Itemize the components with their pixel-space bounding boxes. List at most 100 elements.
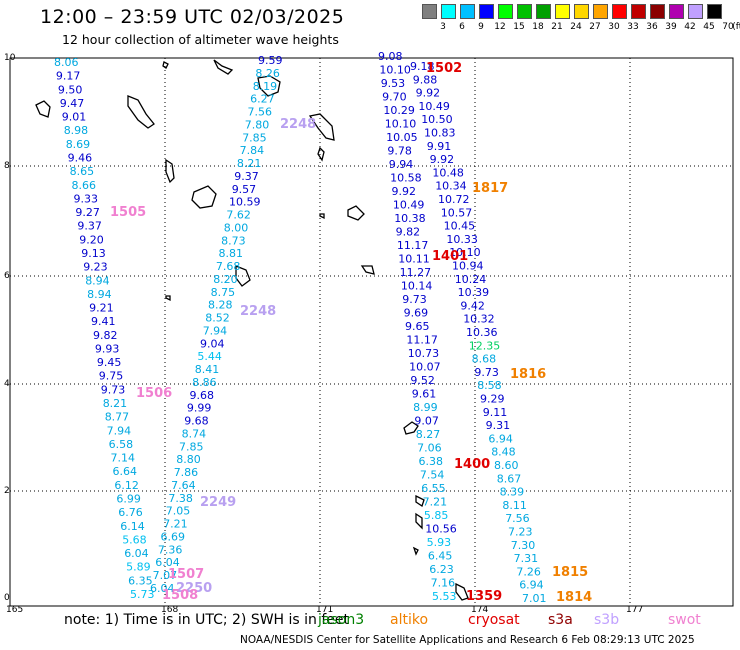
wave-height-value: 10.50 <box>421 113 453 126</box>
wave-height-value: 6.69 <box>161 531 186 544</box>
wave-height-value: 10.10 <box>385 118 417 131</box>
legend-swatch <box>707 4 722 19</box>
legend-swatch <box>422 4 437 19</box>
wave-height-value: 9.69 <box>404 307 429 320</box>
track-id-label: 1814 <box>556 590 592 605</box>
island-outline <box>347 205 365 221</box>
wave-height-value: 9.13 <box>81 247 106 260</box>
wave-height-value: 10.49 <box>393 199 425 212</box>
wave-height-value: 8.65 <box>70 165 95 178</box>
wave-height-value: 9.68 <box>184 415 209 428</box>
wave-height-value: 9.33 <box>74 192 99 205</box>
island-outline <box>235 265 251 287</box>
wave-height-value: 7.56 <box>505 512 530 525</box>
wave-height-value: 9.91 <box>427 140 452 153</box>
lat-lon-grid: 165 168 171 174 177 0 2 4 6 8 10 <box>4 53 733 615</box>
wave-height-value: 9.46 <box>68 152 93 165</box>
island-outlines <box>35 59 469 601</box>
satellite-name: jason3 <box>318 612 365 628</box>
wave-height-value: 10.10 <box>449 246 481 259</box>
legend-label: 21 <box>551 22 563 32</box>
wave-height-value: 7.62 <box>226 209 251 222</box>
satellite-name: s3b <box>594 612 620 628</box>
island-outline <box>213 59 234 75</box>
legend-label: 9 <box>478 22 484 32</box>
wave-height-value: 6.45 <box>428 550 453 563</box>
island-outline <box>165 295 171 302</box>
wave-height-value: 9.88 <box>413 73 438 86</box>
wave-height-value: 5.53 <box>432 590 457 603</box>
island-outline <box>162 61 169 69</box>
track-id-label: 1401 <box>432 249 468 264</box>
wave-height-value: 8.66 <box>72 179 97 192</box>
legend-swatch <box>441 4 456 19</box>
wave-height-value: 9.08 <box>378 50 403 63</box>
legend-label: 33 <box>627 22 639 32</box>
wave-height-value: 8.80 <box>176 453 201 466</box>
wave-height-value: 10.57 <box>441 206 473 219</box>
wave-height-value: 10.14 <box>401 280 433 293</box>
track-id-label: 1506 <box>136 386 172 401</box>
island-outline <box>319 213 325 220</box>
legend-swatch <box>631 4 646 19</box>
wave-height-value: 8.28 <box>208 299 233 312</box>
wave-height-value: 8.74 <box>182 428 207 441</box>
y-tick-label: 4 <box>4 379 10 389</box>
wave-height-value: 7.80 <box>245 118 269 131</box>
legend-label: 45 <box>703 22 715 32</box>
wave-height-value: 9.65 <box>405 320 430 333</box>
wave-height-value: 9.04 <box>200 337 225 350</box>
track-id-label: 1817 <box>472 181 508 196</box>
legend-label: 15 <box>513 22 525 32</box>
wave-height-value: 8.67 <box>497 472 522 485</box>
wave-height-value: 7.85 <box>179 440 204 453</box>
wave-height-value: 6.35 <box>128 574 153 587</box>
wave-height-value: 10.33 <box>446 233 478 246</box>
wave-height-value: 9.73 <box>474 366 499 379</box>
wave-height-value: 7.07 <box>153 569 178 582</box>
wave-height-value: 9.07 <box>414 415 439 428</box>
track-id-label: 1359 <box>466 589 502 604</box>
legend-label: 39 <box>665 22 677 32</box>
wave-height-value: 8.27 <box>416 428 441 441</box>
wave-height-value: 8.41 <box>195 363 220 376</box>
wave-height-value: 10.34 <box>435 180 467 193</box>
x-tick-label: 168 <box>161 605 178 615</box>
wave-height-value: 9.45 <box>97 356 122 369</box>
y-tick-label: 6 <box>4 271 10 281</box>
wave-height-value: 8.52 <box>205 312 230 325</box>
wave-height-value: 9.82 <box>396 226 421 239</box>
wave-height-value: 8.60 <box>494 459 519 472</box>
wave-height-value: 9.92 <box>416 87 441 100</box>
wave-height-value: 8.58 <box>477 379 502 392</box>
wave-height-value: 9.29 <box>480 393 505 406</box>
wave-height-value: 8.68 <box>472 353 497 366</box>
x-tick-label: 165 <box>6 605 23 615</box>
wave-height-value: 10.83 <box>424 127 456 140</box>
track-id-label: 2248 <box>240 304 276 319</box>
wave-height-value: 8.39 <box>500 486 524 499</box>
wave-height-value: 6.12 <box>114 479 138 492</box>
track-id-label: 1502 <box>426 61 462 76</box>
wave-height-value: 10.59 <box>229 196 261 209</box>
credits: NOAA/NESDIS Center for Satellite Applica… <box>240 634 695 646</box>
legend-label: 6 <box>459 22 465 32</box>
wave-height-value: 6.64 <box>113 465 138 478</box>
wave-height-value: 8.21 <box>237 157 262 170</box>
track-id-label: 1400 <box>454 457 490 472</box>
wave-height-value: 5.73 <box>130 588 155 601</box>
wave-height-value: 8.21 <box>103 397 128 410</box>
wave-height-value: 9.18 <box>410 60 435 73</box>
wave-height-value: 10.73 <box>408 347 440 360</box>
legend-swatch <box>479 4 494 19</box>
wave-height-value: 7.54 <box>420 469 445 482</box>
wave-height-value: 8.73 <box>221 234 246 247</box>
wave-height-value: 9.99 <box>187 402 212 415</box>
wave-height-value: 7.14 <box>111 452 136 465</box>
track-id-label: 2249 <box>200 495 236 510</box>
wave-height-value: 9.37 <box>77 220 102 233</box>
wave-height-value: 9.93 <box>95 343 120 356</box>
wave-height-value: 6.27 <box>250 93 275 106</box>
wave-height-value: 6.55 <box>421 482 446 495</box>
wave-height-value: 9.94 <box>389 158 414 171</box>
